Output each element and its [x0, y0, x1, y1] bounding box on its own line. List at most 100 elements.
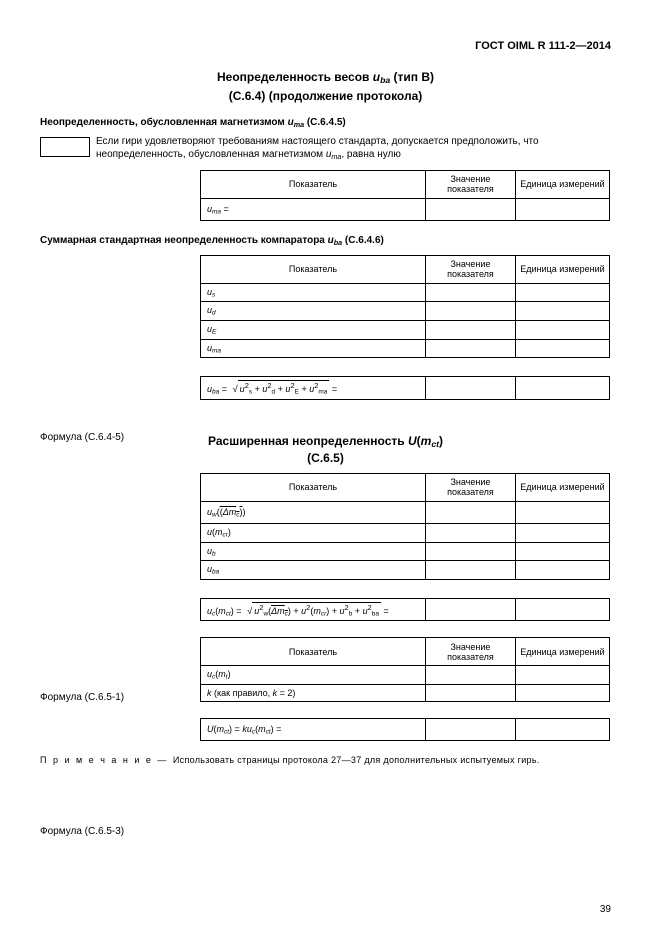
table-row: uma = [201, 198, 610, 220]
cell-unit[interactable] [515, 320, 609, 339]
th-unit: Единица измерений [515, 638, 609, 666]
cell-unit[interactable] [515, 501, 609, 523]
table-header-row: Показатель Значение показателя Единица и… [201, 473, 610, 501]
section-comparator-heading: Суммарная стандартная неопределенность к… [40, 235, 611, 247]
table-row: u(mcr) [201, 523, 610, 542]
title-post: (тип B) [390, 70, 434, 84]
cell-unit[interactable] [515, 542, 609, 561]
document-header: ГОСТ OIML R 111-2—2014 [40, 40, 611, 52]
cell-value[interactable] [425, 320, 515, 339]
title-pre: Неопределенность весов [217, 70, 373, 84]
th-value: Значение показателя [425, 170, 515, 198]
cell-indicator: uba [201, 561, 426, 580]
cell-unit[interactable] [515, 339, 609, 358]
th-value: Значение показателя [425, 255, 515, 283]
table-row: U(mct) = kuc(mct) = [201, 719, 610, 741]
th-value: Значение показателя [425, 638, 515, 666]
cell-value[interactable] [425, 198, 515, 220]
table-row: us [201, 283, 610, 302]
table-row: uba = u2s + u2d + u2E + u2ma = [201, 377, 610, 400]
table-row: ub [201, 542, 610, 561]
note-pre: Если гири удовлетворяют требованиям наст… [96, 136, 539, 161]
cell-value[interactable] [425, 523, 515, 542]
formula-label-2: Формула (С.6.5-1) [40, 692, 124, 703]
th-indicator: Показатель [201, 473, 426, 501]
th-indicator: Показатель [201, 170, 426, 198]
cell-value[interactable] [425, 283, 515, 302]
th-unit: Единица измерений [515, 473, 609, 501]
cell-unit[interactable] [515, 283, 609, 302]
input-box[interactable] [40, 137, 90, 157]
table-formula-2: uc(mct) = u2w(Δmc) + u2(mcr) + u2b + u2b… [200, 598, 610, 622]
footnote-label: П р и м е ч а н и е — [40, 755, 173, 765]
expanded-uncertainty-title: Расширенная неопределенность U(mct) [40, 434, 611, 449]
cell-indicator: ud [201, 302, 426, 321]
table-comparator: Показатель Значение показателя Единица и… [200, 255, 610, 358]
cell-value[interactable] [425, 339, 515, 358]
table-header-row: Показатель Значение показателя Единица и… [201, 170, 610, 198]
table-row: uw((Δmc)) [201, 501, 610, 523]
formula-label-1: Формула (С.6.4-5) [40, 432, 124, 443]
cell-unit[interactable] [515, 561, 609, 580]
cell-value[interactable] [425, 685, 515, 702]
table-header-row: Показатель Значение показателя Единица и… [201, 638, 610, 666]
title-line-2: (С.6.4) (продолжение протокола) [40, 89, 611, 103]
cell-formula: uc(mct) = u2w(Δmc) + u2(mcr) + u2b + u2b… [201, 598, 426, 621]
cell-indicator: ub [201, 542, 426, 561]
table-magnetism: Показатель Значение показателя Единица и… [200, 170, 610, 221]
cell-value[interactable] [425, 666, 515, 685]
note-text: Если гири удовлетворяют требованиям наст… [96, 135, 611, 162]
th-indicator: Показатель [201, 638, 426, 666]
cell-value[interactable] [425, 302, 515, 321]
cell-formula: U(mct) = kuc(mct) = [201, 719, 426, 741]
cell-unit[interactable] [515, 302, 609, 321]
table-formula-1: uba = u2s + u2d + u2E + u2ma = [200, 376, 610, 400]
cell-unit[interactable] [515, 523, 609, 542]
cell-unit[interactable] [515, 598, 609, 621]
sec1-ref: (С.6.4.5) [304, 117, 346, 128]
table-k: Показатель Значение показателя Единица и… [200, 637, 610, 702]
cell-indicator: k (как правило, k = 2) [201, 685, 426, 702]
table-row: uma [201, 339, 610, 358]
cell-unit[interactable] [515, 377, 609, 400]
cell-value[interactable] [425, 598, 515, 621]
title-var-sub: ba [380, 75, 390, 85]
cell-indicator: us [201, 283, 426, 302]
cell-value[interactable] [425, 561, 515, 580]
cell-indicator: uw((Δmc)) [201, 501, 426, 523]
cell-indicator: uma [201, 339, 426, 358]
note-sub: ma [331, 152, 341, 161]
cell-value[interactable] [425, 377, 515, 400]
title-line-1: Неопределенность весов uba (тип B) [40, 70, 611, 85]
cell-indicator: u(mcr) [201, 523, 426, 542]
sec2-ref: (С.6.4.6) [342, 235, 384, 246]
formula-label-3: Формула (С.6.5-3) [40, 826, 124, 837]
th-unit: Единица измерений [515, 255, 609, 283]
cell-unit[interactable] [515, 685, 609, 702]
footnote: П р и м е ч а н и е — Использовать стран… [40, 755, 611, 765]
cell-unit[interactable] [515, 198, 609, 220]
table-row: uE [201, 320, 610, 339]
table-row: uba [201, 561, 610, 580]
table-row: ud [201, 302, 610, 321]
th-unit: Единица измерений [515, 170, 609, 198]
cell-unit[interactable] [515, 666, 609, 685]
sec2-sub: ba [334, 238, 342, 247]
table-header-row: Показатель Значение показателя Единица и… [201, 255, 610, 283]
sec1-pre: Неопределенность, обусловленная магнетиз… [40, 117, 288, 128]
th-value: Значение показателя [425, 473, 515, 501]
sec1-sub: ma [294, 120, 304, 129]
cell-indicator: uma = [201, 198, 426, 220]
title-var: u [373, 70, 380, 84]
table-row: k (как правило, k = 2) [201, 685, 610, 702]
sec2-pre: Суммарная стандартная неопределенность к… [40, 235, 328, 246]
cell-value[interactable] [425, 719, 515, 741]
cell-value[interactable] [425, 542, 515, 561]
cell-value[interactable] [425, 501, 515, 523]
th-indicator: Показатель [201, 255, 426, 283]
cell-unit[interactable] [515, 719, 609, 741]
section-magnetism-heading: Неопределенность, обусловленная магнетиз… [40, 117, 611, 129]
table-row: uc(mt) [201, 666, 610, 685]
table-expanded: Показатель Значение показателя Единица и… [200, 473, 610, 580]
expanded-uncertainty-sub: (С.6.5) [40, 451, 611, 465]
